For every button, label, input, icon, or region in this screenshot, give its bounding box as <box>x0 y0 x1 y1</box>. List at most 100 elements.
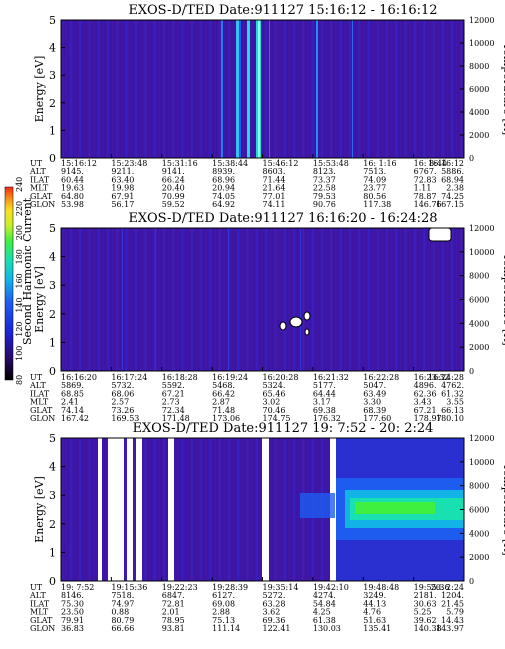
orbit-value: 1.11 <box>414 184 432 193</box>
heatmap-cell-column <box>95 20 97 158</box>
orbit-value: 2.73 <box>162 398 180 407</box>
heatmap-cell-column <box>188 20 190 158</box>
orbit-value: 4762. <box>441 381 464 390</box>
heatmap-cell-column <box>274 20 277 158</box>
orbit-value: 16:16:12 <box>428 159 464 168</box>
orbit-value: 44.13 <box>363 599 386 608</box>
heatmap-cell-column <box>312 228 314 371</box>
orbit-value: 79.91 <box>61 616 84 625</box>
orbit-row-label: ALT <box>29 381 46 390</box>
heatmap-cell-column <box>203 438 205 581</box>
orbit-value: 63.40 <box>111 175 134 184</box>
heatmap-cell-column <box>73 228 75 371</box>
orbit-value: 2.38 <box>446 184 464 193</box>
heatmap-cell-column <box>417 20 419 158</box>
y-tick-label: 3 <box>49 69 56 82</box>
heatmap-cell-column <box>237 228 239 371</box>
heatmap-cell-column <box>113 20 115 158</box>
heatmap-cell-column <box>209 20 211 158</box>
orbit-value: 173.06 <box>212 414 240 423</box>
colorbar-tick-label: 240 <box>15 177 24 192</box>
orbit-value: 19:48:48 <box>363 583 399 592</box>
orbit-value: 3.43 <box>414 398 432 407</box>
heatmap-cell-column <box>150 438 153 581</box>
heatmap-cell-column <box>163 228 165 371</box>
orbit-row-label: ALT <box>29 167 46 176</box>
orbit-value: 71.48 <box>212 406 235 415</box>
heatmap-cell-column <box>296 228 298 371</box>
heatmap-cell-column <box>160 228 162 371</box>
heatmap-cell-column <box>175 20 177 158</box>
y2-tick-label: 0 <box>469 577 474 586</box>
orbit-value: 59.52 <box>162 200 185 209</box>
y2-axis-label: Temperature [K] <box>501 43 505 135</box>
heatmap-cell-column <box>70 438 72 581</box>
heatmap-cell-column <box>104 228 106 371</box>
orbit-value: 70.46 <box>263 406 286 415</box>
orbit-value: 72.81 <box>162 599 185 608</box>
heatmap-cell-column <box>457 228 459 371</box>
orbit-value: 74.11 <box>263 200 286 209</box>
orbit-value: 72.34 <box>162 406 185 415</box>
heatmap-cell-column <box>181 228 184 371</box>
orbit-value: 6767. <box>414 167 437 176</box>
heatmap-cell-column <box>355 228 357 371</box>
heatmap-enhanced-region <box>300 493 335 518</box>
orbit-value: 19:42:10 <box>313 583 349 592</box>
orbit-value: 6847. <box>162 591 185 600</box>
heatmap-cell-column <box>76 228 78 371</box>
orbit-value: 15:38:44 <box>212 159 248 168</box>
data-gap-region <box>98 438 102 581</box>
heatmap-cell-column <box>309 20 311 158</box>
heatmap-cell-column <box>386 20 388 158</box>
panel-2: EXOS-D/TED Date:911127 16:16:20 - 16:24:… <box>29 211 505 423</box>
heatmap-cell-column <box>166 20 168 158</box>
orbit-row-label: UT <box>30 373 43 382</box>
heatmap-cell-column <box>367 20 370 158</box>
orbit-row-label: ILAT <box>30 389 50 398</box>
heatmap-cell-column <box>95 228 97 371</box>
y-tick-label: 2 <box>49 518 56 531</box>
orbit-value: 4274. <box>313 591 336 600</box>
heatmap-cell-column <box>82 438 84 581</box>
heatmap-cell-column <box>287 20 289 158</box>
heatmap-cell-column <box>228 438 230 581</box>
y2-tick-label: 0 <box>469 367 474 376</box>
heatmap-cell-column <box>172 20 174 158</box>
panel-title: EXOS-D/TED Date:911127 19: 7:52 - 20: 2:… <box>133 421 434 436</box>
heatmap-cell-column <box>73 20 75 158</box>
heatmap-cell-column <box>445 228 447 371</box>
heatmap-cell-column <box>256 228 258 371</box>
orbit-value: 61.38 <box>313 616 336 625</box>
y2-tick-label: 0 <box>469 154 474 163</box>
orbit-value: 5.25 <box>414 608 432 617</box>
heatmap-cell-column <box>181 20 184 158</box>
orbit-value: 69.38 <box>313 406 336 415</box>
heatmap-cell-column <box>64 228 66 371</box>
colorbar-tick-label: 140 <box>15 297 24 312</box>
heatmap-cell-column <box>324 20 326 158</box>
heatmap-cell-column <box>420 20 422 158</box>
heatmap-cell-column <box>340 20 342 158</box>
heatmap-enhancement-band <box>269 20 270 158</box>
y2-tick-label: 12000 <box>469 224 494 233</box>
data-gap-region <box>262 438 269 581</box>
heatmap-cell-column <box>185 228 187 371</box>
heatmap-cell-column <box>88 228 91 371</box>
panel-title: EXOS-D/TED Date:911127 15:16:12 - 16:16:… <box>128 3 437 18</box>
heatmap-cell-column <box>110 20 112 158</box>
orbit-value: 9145. <box>61 167 84 176</box>
heatmap-cell-column <box>417 228 419 371</box>
heatmap-cell-column <box>147 228 149 371</box>
orbit-value: 2.87 <box>212 398 230 407</box>
orbit-value: 62.36 <box>414 389 437 398</box>
orbit-row-label: MLT <box>30 184 49 193</box>
heatmap-cell-column <box>98 20 100 158</box>
heatmap-enhancement-band <box>258 20 260 158</box>
heatmap-cell-column <box>454 228 456 371</box>
heatmap-cell-column <box>243 228 246 371</box>
heatmap-cell-column <box>160 20 162 158</box>
heatmap-cell-column <box>426 20 428 158</box>
heatmap-cell-column <box>265 228 267 371</box>
orbit-value: 4.25 <box>313 608 331 617</box>
